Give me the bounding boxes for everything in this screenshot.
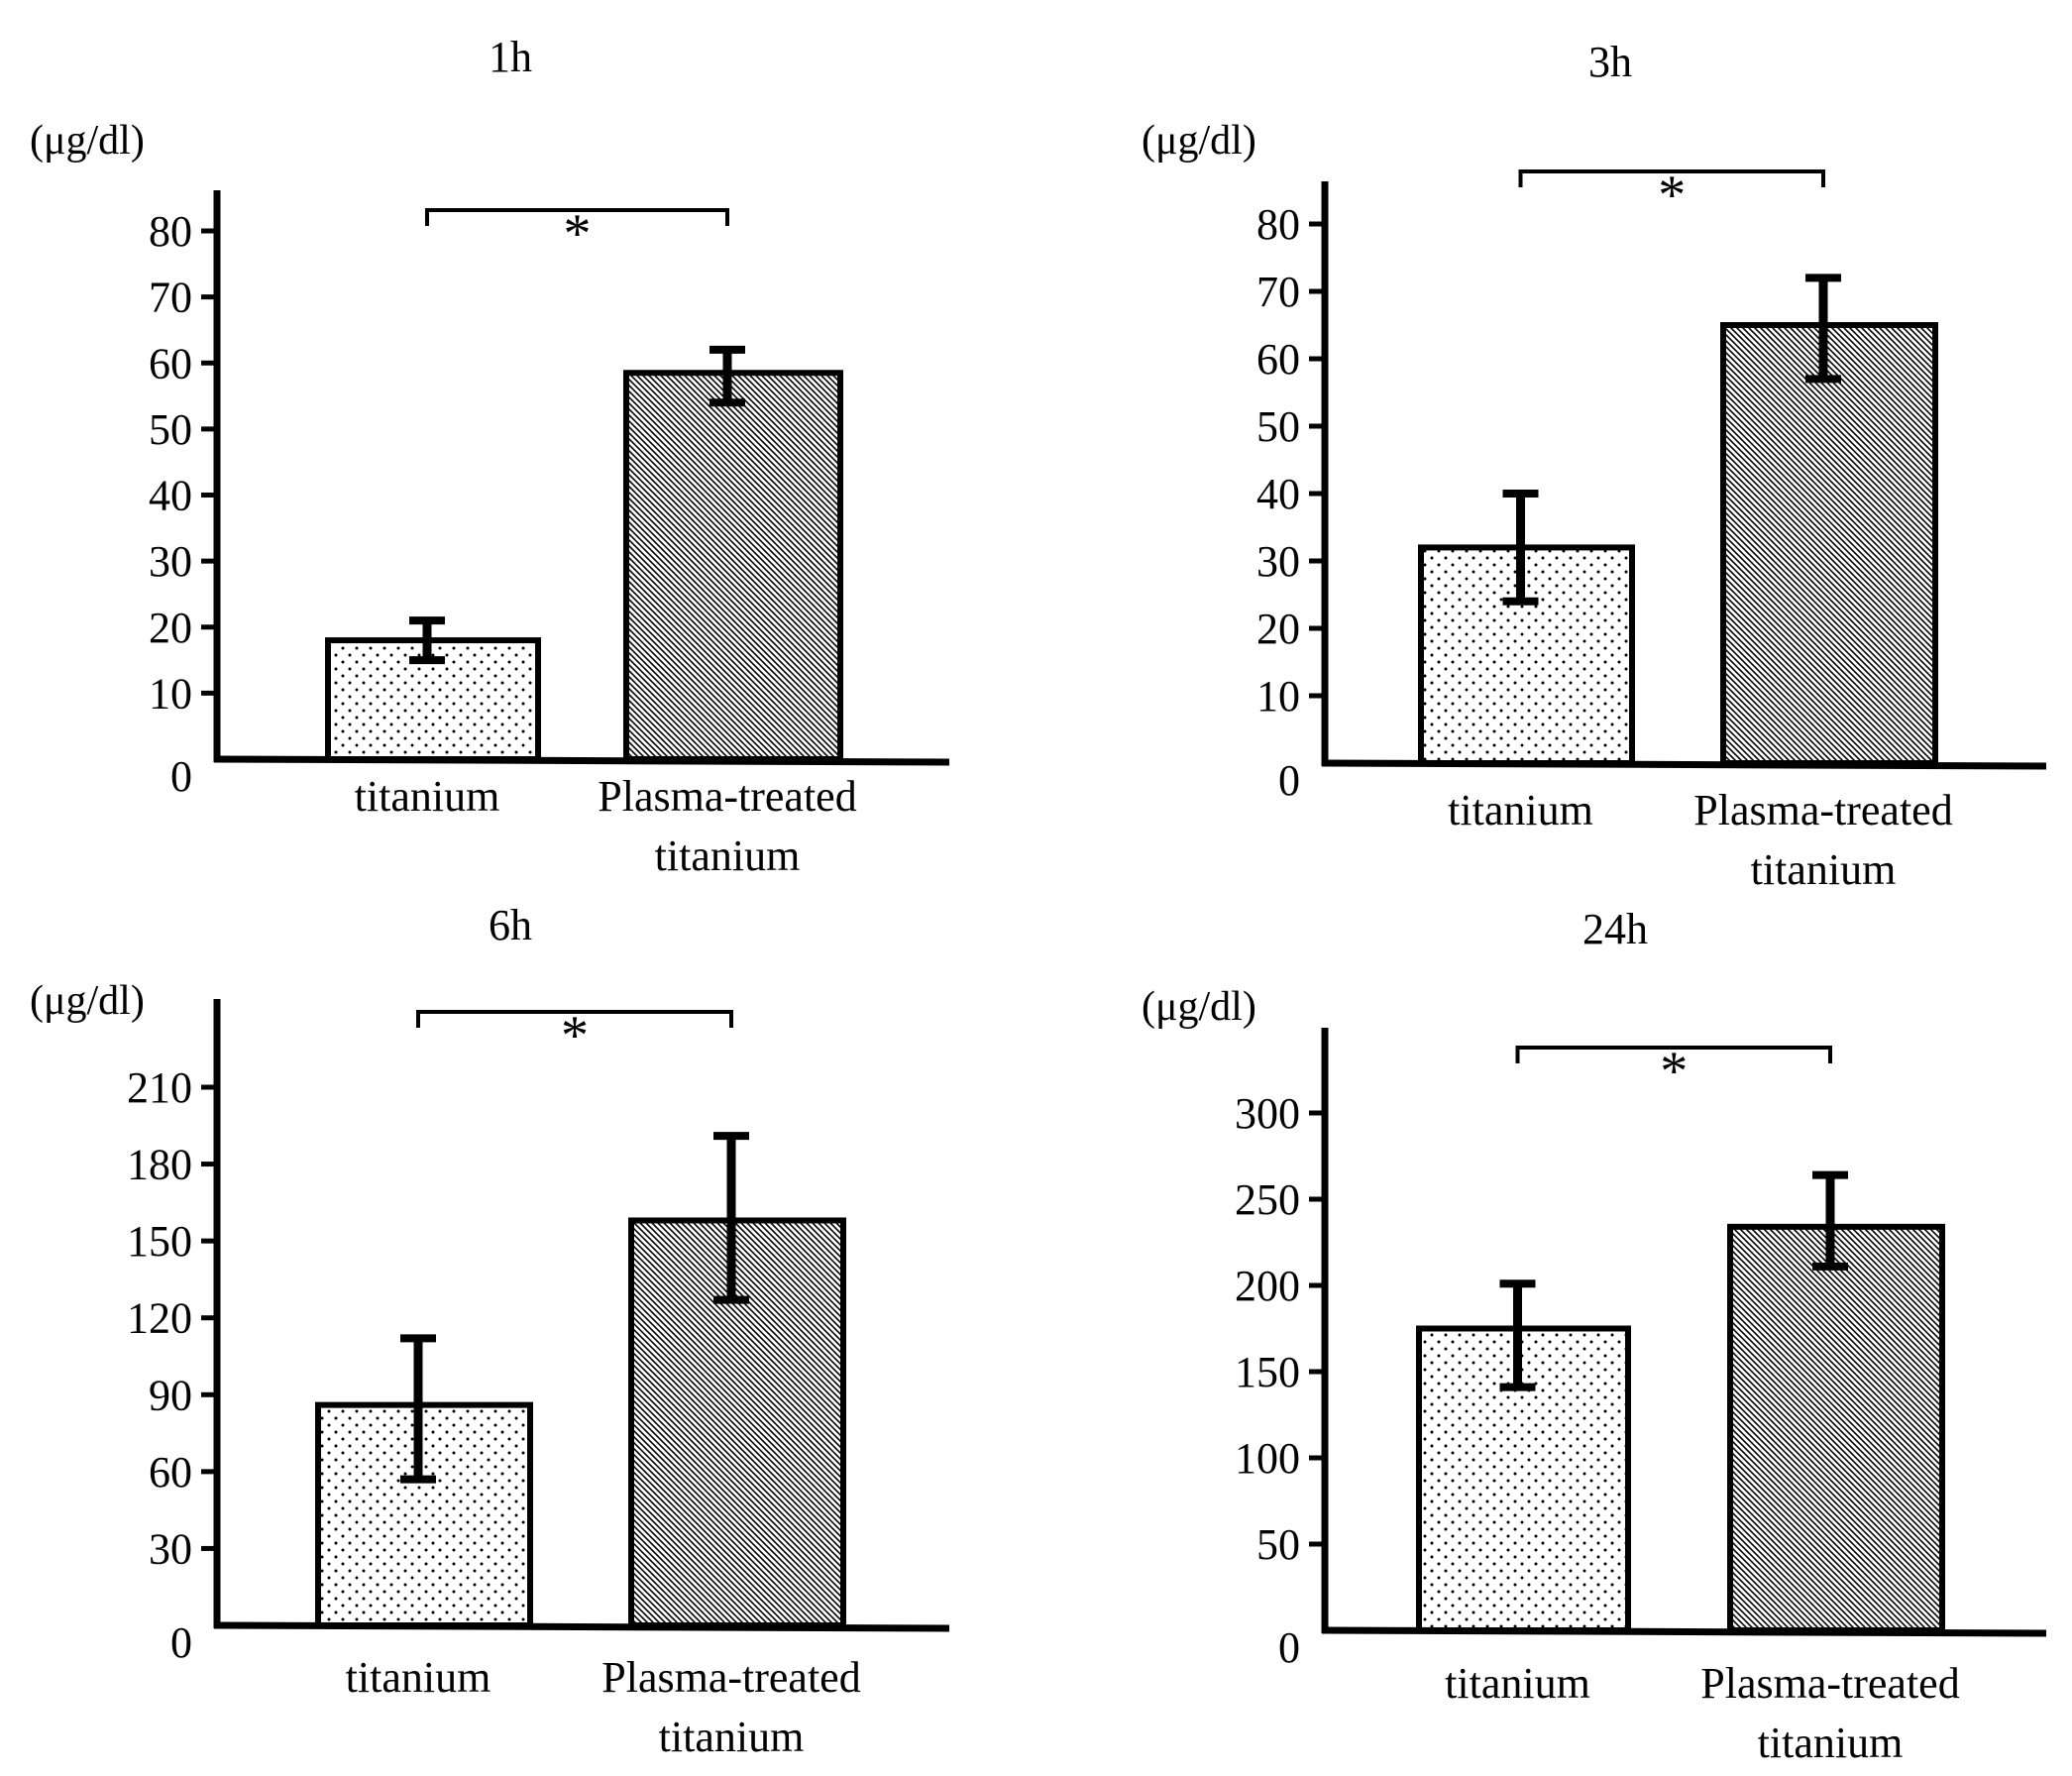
significance-marker: * [561, 1005, 589, 1066]
significance-bracket [1518, 169, 1825, 187]
y-tick-label: 0 [1278, 1623, 1300, 1672]
significance-bracket [425, 208, 729, 226]
x-axis-line [1321, 1626, 2047, 1637]
x-category-label: titanium [659, 1713, 805, 1761]
x-category-label: titanium [346, 1653, 491, 1702]
y-axis-unit-label: (μg/dl) [30, 978, 145, 1024]
x-category-label: titanium [1448, 786, 1593, 834]
chart-panel-24h: 24h (μg/dl) 0 50 100 150 200 250 300 * titanium Pla… [1142, 905, 2047, 1767]
bar-plasma-treated-titanium [1720, 322, 1938, 766]
chart-title: 3h [1588, 38, 1632, 86]
y-tick-label: 80 [1256, 200, 1300, 249]
significance-marker: * [1660, 1041, 1688, 1102]
chart-panel-3h: 3h (μg/dl) 0 10 20 30 40 50 60 70 80 * titanium Plasm… [1142, 38, 2047, 894]
y-tick-label: 150 [1235, 1348, 1300, 1396]
y-axis-unit-label: (μg/dl) [30, 118, 145, 164]
y-tick-label: 120 [127, 1294, 192, 1343]
y-tick-label: 30 [1256, 537, 1300, 586]
y-tick-label: 180 [127, 1141, 192, 1189]
chart-title: 24h [1582, 905, 1648, 953]
y-tick-label: 40 [149, 472, 192, 520]
x-axis-line [213, 1621, 950, 1632]
chart-title: 6h [489, 901, 532, 949]
x-category-label: titanium [655, 832, 801, 880]
y-tick-label: 70 [1256, 268, 1300, 316]
y-tick-label: 90 [149, 1371, 192, 1419]
chart-panel-1h: 1h (μg/dl) 0 10 20 30 40 50 60 70 80 * titanium Plasm… [30, 33, 950, 880]
bar-plasma-treated-titanium [1727, 1223, 1945, 1633]
x-axis-line [1321, 759, 2047, 770]
significance-bracket [416, 1010, 733, 1028]
y-tick-label: 60 [149, 339, 192, 388]
x-category-label: titanium [355, 772, 500, 821]
x-category-label: Plasma-treated [1700, 1659, 1959, 1708]
y-tick-label: 70 [149, 274, 192, 322]
x-axis-line [213, 755, 950, 766]
significance-bracket [1515, 1046, 1832, 1063]
bar-titanium [315, 1401, 533, 1628]
y-tick-label: 10 [149, 669, 192, 718]
y-tick-label: 200 [1235, 1262, 1300, 1310]
y-tick-label: 60 [1256, 335, 1300, 384]
y-tick-label: 80 [149, 207, 192, 256]
x-category-label: titanium [1758, 1719, 1904, 1767]
y-tick-label: 50 [149, 405, 192, 454]
bar-titanium [1416, 1325, 1631, 1633]
y-tick-label: 20 [1256, 605, 1300, 653]
y-axis-unit-label: (μg/dl) [1142, 984, 1256, 1030]
chart-panel-6h: 6h (μg/dl) 0 30 60 90 120 150 180 210 * titanium Pla… [30, 901, 950, 1761]
y-tick-label: 300 [1235, 1089, 1300, 1138]
significance-marker: * [564, 203, 592, 265]
y-tick-label: 50 [1256, 402, 1300, 451]
x-category-label: titanium [1751, 845, 1897, 894]
y-tick-label: 0 [1278, 756, 1300, 805]
bar-titanium [1418, 544, 1635, 767]
y-tick-label: 0 [170, 752, 192, 801]
y-tick-label: 40 [1256, 470, 1300, 518]
y-tick-label: 30 [149, 537, 192, 586]
bar-plasma-treated-titanium [623, 370, 843, 762]
significance-marker: * [1658, 165, 1686, 226]
y-axis-unit-label: (μg/dl) [1142, 118, 1256, 164]
y-tick-label: 0 [170, 1618, 192, 1667]
y-tick-label: 30 [149, 1524, 192, 1573]
chart-title: 1h [489, 33, 532, 81]
x-category-label: Plasma-treated [1693, 786, 1952, 834]
y-tick-label: 60 [149, 1448, 192, 1497]
y-tick-label: 250 [1235, 1175, 1300, 1224]
x-category-label: Plasma-treated [601, 1653, 860, 1702]
x-category-label: Plasma-treated [598, 772, 856, 821]
y-tick-label: 100 [1235, 1434, 1300, 1483]
y-tick-label: 20 [149, 604, 192, 652]
y-tick-label: 50 [1256, 1520, 1300, 1569]
y-tick-label: 10 [1256, 672, 1300, 721]
x-category-label: titanium [1445, 1659, 1590, 1708]
y-tick-label: 210 [127, 1063, 192, 1112]
y-tick-label: 150 [127, 1217, 192, 1266]
bar-plasma-treated-titanium [628, 1217, 846, 1628]
